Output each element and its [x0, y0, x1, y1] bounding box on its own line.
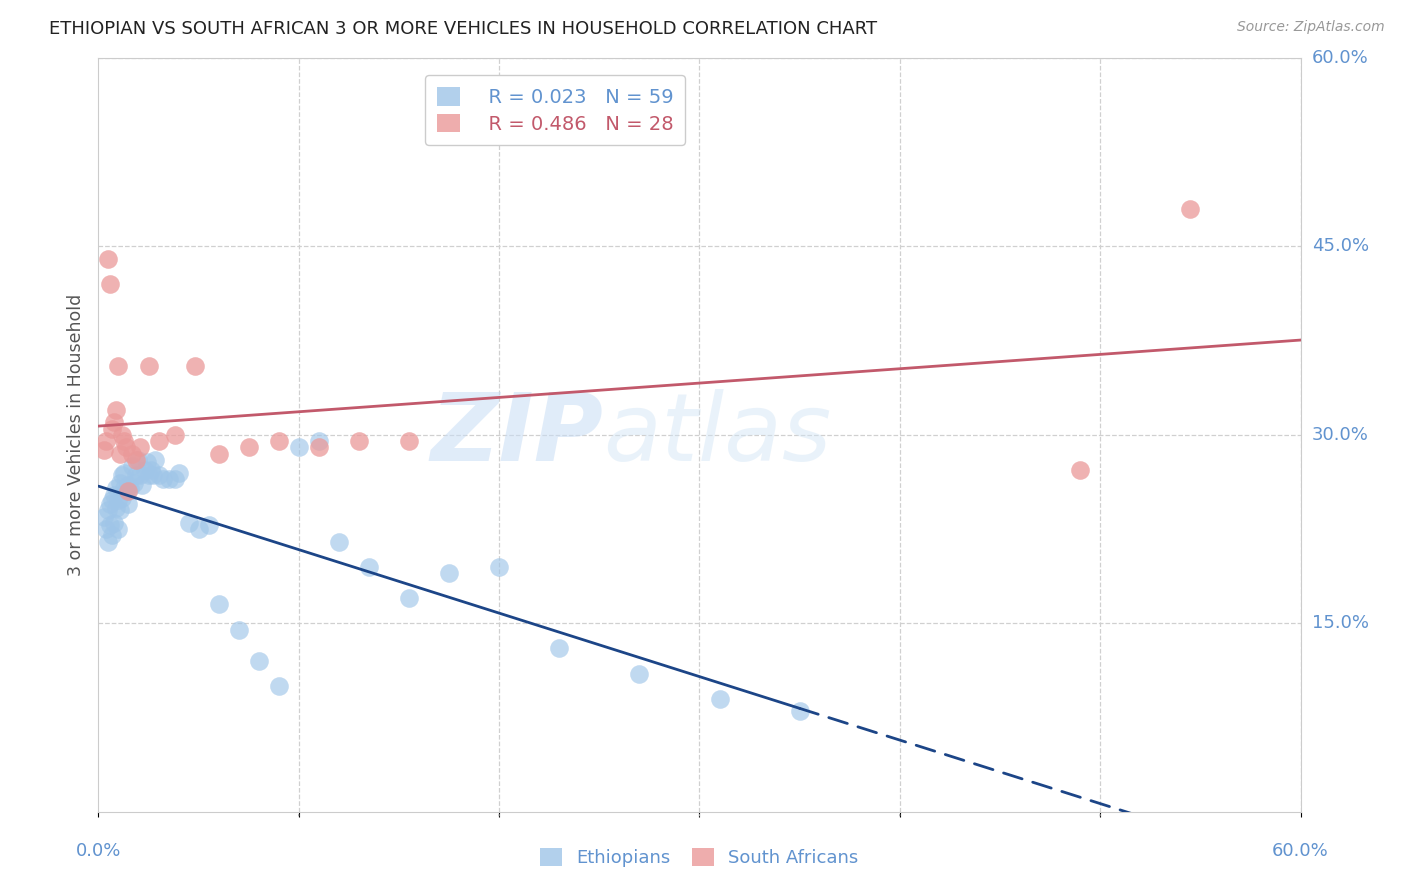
Point	[197, 518, 219, 533]
Point	[152, 472, 174, 486]
Point	[114, 466, 136, 480]
Point	[124, 475, 146, 490]
Point	[398, 591, 420, 606]
Point	[167, 466, 190, 480]
Point	[308, 434, 330, 449]
Point	[101, 528, 124, 542]
Point	[97, 252, 120, 266]
Text: 15.0%: 15.0%	[1312, 615, 1368, 632]
Point	[103, 516, 125, 530]
Point	[135, 455, 157, 469]
Point	[267, 434, 290, 449]
Point	[1069, 463, 1091, 477]
Point	[125, 453, 148, 467]
Point	[628, 666, 651, 681]
Point	[115, 484, 138, 499]
Point	[228, 623, 250, 637]
Point	[117, 497, 139, 511]
Point	[107, 493, 129, 508]
Point	[93, 442, 115, 457]
Point	[96, 434, 118, 449]
Point	[100, 518, 122, 533]
Text: Source: ZipAtlas.com: Source: ZipAtlas.com	[1237, 20, 1385, 34]
Point	[288, 441, 311, 455]
Point	[125, 468, 148, 483]
Y-axis label: 3 or more Vehicles in Household: 3 or more Vehicles in Household	[66, 293, 84, 576]
Text: ZIP: ZIP	[430, 389, 603, 481]
Point	[114, 481, 136, 495]
Text: atlas: atlas	[603, 389, 831, 481]
Point	[96, 522, 118, 536]
Point	[105, 402, 128, 417]
Point	[105, 481, 128, 495]
Point	[100, 497, 122, 511]
Point	[141, 468, 163, 483]
Point	[138, 468, 160, 483]
Point	[208, 447, 231, 461]
Point	[117, 484, 139, 499]
Point	[110, 503, 132, 517]
Point	[328, 534, 350, 549]
Point	[110, 447, 132, 461]
Text: ETHIOPIAN VS SOUTH AFRICAN 3 OR MORE VEHICLES IN HOUSEHOLD CORRELATION CHART: ETHIOPIAN VS SOUTH AFRICAN 3 OR MORE VEH…	[49, 20, 877, 37]
Text: 30.0%: 30.0%	[1312, 425, 1368, 444]
Point	[100, 277, 122, 292]
Point	[134, 463, 156, 477]
Point	[437, 566, 460, 580]
Point	[247, 654, 270, 668]
Point	[103, 488, 125, 502]
Point	[131, 478, 153, 492]
Point	[129, 468, 152, 483]
Point	[157, 472, 180, 486]
Point	[709, 691, 731, 706]
Point	[101, 493, 124, 508]
Point	[110, 475, 132, 490]
Point	[128, 453, 150, 467]
Point	[1180, 202, 1202, 216]
Point	[177, 516, 200, 530]
Point	[267, 679, 290, 693]
Point	[105, 500, 128, 515]
Point	[238, 441, 260, 455]
Point	[187, 522, 209, 536]
Point	[398, 434, 420, 449]
Point	[789, 704, 811, 718]
Point	[121, 459, 143, 474]
Point	[93, 509, 115, 524]
Point	[111, 468, 134, 483]
Point	[163, 428, 186, 442]
Point	[120, 481, 142, 495]
Point	[121, 447, 143, 461]
Point	[107, 522, 129, 536]
Point	[208, 598, 231, 612]
Point	[97, 534, 120, 549]
Point	[163, 472, 186, 486]
Text: 0.0%: 0.0%	[76, 842, 121, 860]
Point	[114, 434, 136, 449]
Point	[115, 441, 138, 455]
Point	[148, 434, 170, 449]
Point	[103, 415, 125, 429]
Point	[101, 421, 124, 435]
Point	[97, 503, 120, 517]
Point	[347, 434, 370, 449]
Point	[143, 453, 166, 467]
Point	[117, 478, 139, 492]
Text: 60.0%: 60.0%	[1272, 842, 1329, 860]
Point	[548, 641, 571, 656]
Point	[138, 359, 160, 373]
Point	[129, 441, 152, 455]
Text: 60.0%: 60.0%	[1312, 49, 1368, 67]
Point	[488, 559, 510, 574]
Point	[111, 428, 134, 442]
Point	[148, 468, 170, 483]
Legend: Ethiopians, South Africans: Ethiopians, South Africans	[533, 841, 866, 874]
Point	[183, 359, 205, 373]
Point	[357, 559, 380, 574]
Point	[139, 463, 162, 477]
Text: 45.0%: 45.0%	[1312, 237, 1369, 255]
Point	[107, 359, 129, 373]
Point	[308, 441, 330, 455]
Point	[111, 491, 134, 505]
